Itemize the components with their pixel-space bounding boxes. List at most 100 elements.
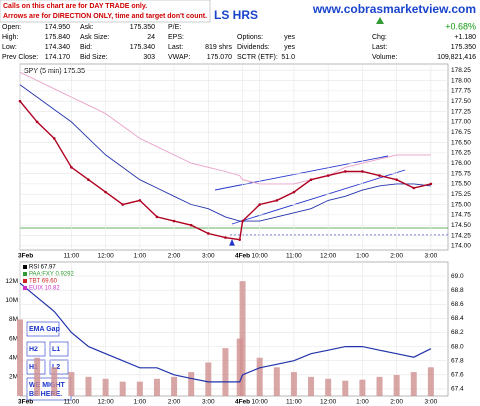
volume-bar — [342, 380, 349, 396]
volume-bar — [256, 357, 263, 396]
price-point — [412, 186, 416, 190]
price-point — [207, 232, 210, 235]
button-label-line: BE HERE. — [29, 391, 62, 398]
y-tick-label: 175.25 — [451, 191, 471, 198]
volume-bar — [359, 379, 366, 396]
y-tick-label: 68.2 — [451, 329, 464, 336]
price-point — [104, 190, 107, 194]
series-line — [19, 84, 431, 222]
notice: Arrows are for DIRECTION ONLY, time and … — [3, 13, 207, 20]
quote-label: VWAP: — [168, 54, 190, 61]
quote-label: High: — [2, 34, 18, 41]
price-point — [52, 137, 56, 140]
quote-value: 175.340 — [130, 44, 155, 51]
volume-bar — [119, 381, 126, 396]
price-point — [18, 99, 22, 103]
quote-label: Last: — [168, 44, 183, 51]
price-point — [258, 203, 261, 206]
y-tick-label: 176.00 — [451, 160, 471, 167]
price-point — [292, 190, 296, 194]
y-tick-label: 175.50 — [451, 181, 471, 188]
price-point — [326, 174, 330, 177]
x-tick-label: 3Feb — [18, 399, 33, 406]
y-tick-label: 177.00 — [451, 119, 471, 126]
y2-tick-label: 2M — [9, 374, 18, 381]
button-label: H2 — [29, 346, 38, 353]
price-point — [343, 170, 347, 173]
quote-value: 175.350 — [451, 44, 476, 51]
price-point — [378, 174, 381, 177]
button-label: H1 — [29, 364, 38, 371]
quote-value: 175.350 — [130, 24, 155, 31]
button-label: WE MIGHT BE HERE. — [29, 382, 65, 398]
price-point — [309, 178, 313, 182]
legend-label: PAA:FXY 0.9292 — [29, 272, 74, 278]
price-point — [138, 199, 142, 202]
y-tick-label: 177.50 — [451, 98, 471, 105]
x-tick-label: 11:00 — [286, 399, 302, 406]
y-tick-label: 68.0 — [451, 343, 464, 350]
button-label-line: WE MIGHT — [29, 382, 65, 389]
volume-bar — [290, 372, 297, 396]
quote-label: Ask: — [80, 24, 94, 31]
website-box — [300, 0, 478, 20]
button — [26, 341, 46, 357]
x-tick-label: 11:00 — [286, 253, 302, 260]
y2-tick-label: 10M — [5, 297, 18, 304]
series-line — [19, 282, 432, 383]
price-point — [241, 219, 244, 223]
price-point — [238, 238, 242, 241]
volume-bar — [308, 376, 315, 396]
quote-value: 175.070 — [207, 54, 232, 61]
quote-label: Low: — [2, 44, 17, 51]
y-tick-label: 67.8 — [451, 357, 464, 364]
price-point — [155, 215, 159, 219]
volume-bar — [102, 378, 109, 396]
volume-bar — [410, 372, 417, 396]
volume-bar — [427, 367, 434, 396]
price-point — [224, 236, 227, 239]
y-tick-label: 67.6 — [451, 372, 464, 379]
y2-tick-label: 8M — [9, 316, 18, 323]
legend-swatch — [23, 272, 27, 276]
quote-label: Chg: — [372, 34, 387, 41]
x-tick-label: 3Feb — [18, 253, 33, 260]
volume-bar — [136, 381, 143, 396]
up-arrow — [376, 17, 384, 24]
quote-value: 51.0 — [281, 54, 295, 61]
y-tick-label: 68.4 — [451, 315, 464, 322]
series-line — [19, 100, 432, 241]
legend-label: RSI 67.97 — [29, 265, 56, 271]
volume-bar — [51, 367, 58, 396]
button-label: EMA Gap — [29, 326, 60, 333]
quote-label: P/E: — [168, 24, 181, 31]
y-tick-label: 68.6 — [451, 301, 464, 308]
quote-label: EPS: — [168, 34, 184, 41]
legend-label: EUIX 10.82 — [29, 286, 60, 292]
quote-value: 109,821,416 — [437, 54, 476, 61]
y-tick-label: 174.50 — [451, 222, 471, 229]
x-tick-label: 11:00 — [63, 399, 79, 406]
y-tick-label: 177.75 — [451, 88, 471, 95]
x-tick-label: 1:00 — [356, 399, 369, 406]
volume-bar — [153, 378, 160, 396]
y-tick-label: 175.75 — [451, 170, 471, 177]
quote-value: +0.68% — [445, 21, 476, 31]
volume-bar — [325, 378, 332, 396]
quote-value: yes — [284, 44, 295, 51]
button-label: L1 — [52, 346, 60, 353]
x-tick-label: 1:00 — [356, 253, 369, 260]
x-tick-label: 3:00 — [425, 399, 438, 406]
quote-value: 175.840 — [45, 34, 70, 41]
notice: Calls on this chart are for DAY TRADE on… — [3, 3, 147, 10]
volume-bar — [17, 319, 23, 396]
volume-bar — [85, 376, 92, 396]
x-tick-label: 1:00 — [134, 399, 147, 406]
website: www.cobrasmarketview.com — [312, 2, 476, 16]
x-tick-label: 12:00 — [320, 253, 337, 260]
legend-swatch — [23, 286, 27, 290]
x-tick-label: 2:00 — [390, 253, 403, 260]
quote-label: Last: — [372, 44, 387, 51]
quote-label: Options: — [237, 34, 263, 41]
y-tick-label: 176.50 — [451, 139, 471, 146]
